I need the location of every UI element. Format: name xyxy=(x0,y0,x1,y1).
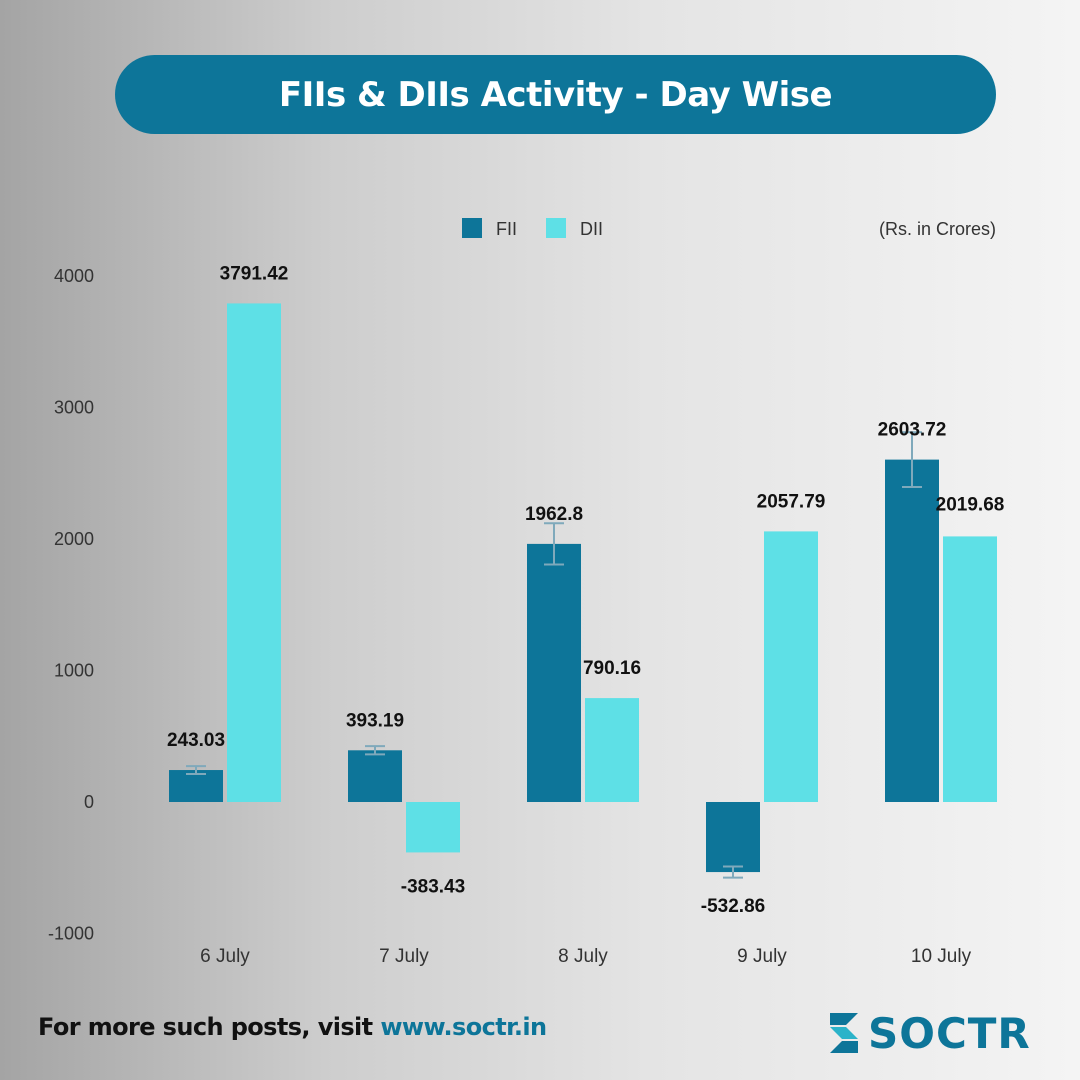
logo-text: SOCTR xyxy=(868,1008,1031,1058)
data-label-fii-0: 243.03 xyxy=(167,730,225,751)
bar-dii-2 xyxy=(585,698,639,802)
legend-label-dii: DII xyxy=(580,219,603,239)
page-title: FIIs & DIIs Activity - Day Wise xyxy=(278,74,833,115)
x-tick-label: 7 July xyxy=(379,946,429,967)
bar-fii-3 xyxy=(706,802,760,873)
legend-swatch-fii xyxy=(462,218,482,238)
unit-note: (Rs. in Crores) xyxy=(879,219,996,239)
data-label-dii-0: 3791.42 xyxy=(220,263,289,284)
bar-dii-1 xyxy=(406,802,460,853)
data-label-fii-2: 1962.8 xyxy=(525,504,583,525)
bar-fii-1 xyxy=(348,750,402,802)
soctr-logo-icon xyxy=(830,1013,858,1053)
bar-fii-2 xyxy=(527,543,581,802)
y-tick-label: 1000 xyxy=(54,661,94,681)
x-tick-label: 8 July xyxy=(558,946,608,967)
data-label-dii-3: 2057.79 xyxy=(757,491,826,512)
y-tick-label: 2000 xyxy=(54,529,94,549)
x-tick-label: 6 July xyxy=(200,946,250,967)
footer-url-link[interactable]: www.soctr.in xyxy=(380,1013,547,1041)
y-tick-label: -1000 xyxy=(48,924,94,944)
bar-dii-4 xyxy=(943,536,997,802)
soctr-logo: SOCTR xyxy=(826,1008,1031,1058)
bar-fii-0 xyxy=(169,770,223,802)
legend-swatch-dii xyxy=(546,218,566,238)
y-tick-label: 3000 xyxy=(54,398,94,418)
bar-dii-3 xyxy=(764,531,818,802)
data-label-fii-3: -532.86 xyxy=(701,896,765,917)
data-label-dii-4: 2019.68 xyxy=(936,494,1005,515)
y-tick-label: 4000 xyxy=(54,266,94,286)
data-label-fii-1: 393.19 xyxy=(346,710,404,731)
x-tick-label: 9 July xyxy=(737,946,787,967)
data-label-dii-2: 790.16 xyxy=(583,658,641,679)
y-tick-label: 0 xyxy=(84,792,94,812)
data-label-dii-1: -383.43 xyxy=(401,876,465,897)
bar-fii-4 xyxy=(885,459,939,802)
footer-prefix: For more such posts, visit xyxy=(38,1013,381,1041)
legend-label-fii: FII xyxy=(496,219,517,239)
footer-text: For more such posts, visit www.soctr.in xyxy=(38,1013,547,1041)
bar-chart: 4000 3000 2000 1000 0 -1000 6 July 7 July 8 July… xyxy=(48,218,1005,967)
bar-dii-0 xyxy=(227,303,281,802)
x-tick-label: 10 July xyxy=(911,946,972,967)
title-banner: FIIs & DIIs Activity - Day Wise xyxy=(115,55,996,134)
data-label-fii-4: 2603.72 xyxy=(878,420,947,441)
